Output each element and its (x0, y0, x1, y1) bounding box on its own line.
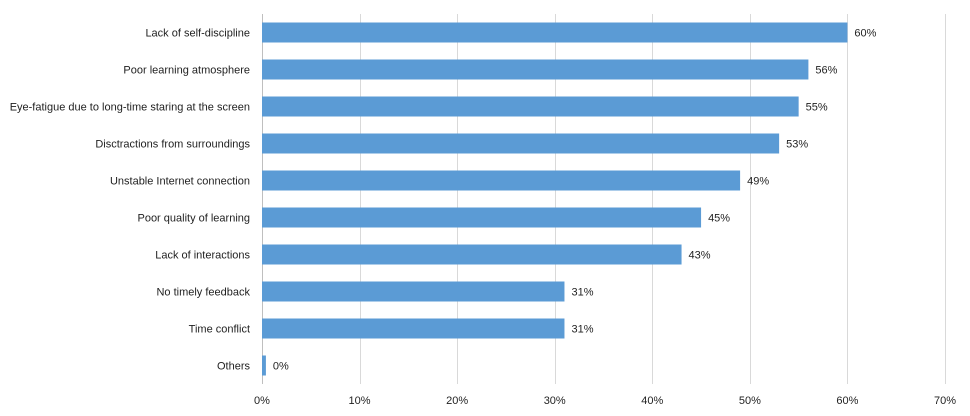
data-label: 31% (571, 287, 593, 299)
x-axis-ticks: 0% 10% 20% 30% 40% 50% 60% 70% (254, 395, 956, 407)
bar (262, 133, 780, 154)
category-label: Disctractions from surroundings (95, 139, 250, 151)
category-label: Time conflict (189, 324, 250, 336)
bar (262, 22, 848, 43)
bar (262, 96, 799, 117)
data-label: 43% (689, 250, 711, 262)
data-label: 45% (708, 213, 730, 225)
data-label: 55% (806, 102, 828, 114)
bar (262, 318, 565, 339)
bar (262, 281, 565, 302)
category-label: Lack of interactions (155, 250, 250, 262)
category-label: Others (217, 361, 251, 373)
category-label: Lack of self-discipline (145, 28, 250, 40)
data-label: 49% (747, 176, 769, 188)
bar (262, 244, 682, 265)
x-tick-label: 50% (739, 395, 761, 407)
category-labels: Lack of self-discipline Poor learning atm… (10, 28, 251, 373)
bar (262, 170, 741, 191)
data-label: 60% (854, 28, 876, 40)
x-tick-label: 70% (934, 395, 956, 407)
x-tick-label: 40% (641, 395, 663, 407)
bar (262, 355, 266, 376)
bars (262, 22, 848, 376)
category-label: Poor quality of learning (137, 213, 250, 225)
category-label: Poor learning atmosphere (123, 65, 250, 77)
category-label: Eye-fatigue due to long-time staring at … (10, 102, 250, 114)
x-tick-label: 10% (349, 395, 371, 407)
data-label: 53% (786, 139, 808, 151)
bar (262, 207, 702, 228)
x-tick-label: 60% (836, 395, 858, 407)
x-tick-label: 0% (254, 395, 270, 407)
x-tick-label: 30% (544, 395, 566, 407)
data-label: 0% (273, 361, 289, 373)
x-tick-label: 20% (446, 395, 468, 407)
category-label: Unstable Internet connection (110, 176, 250, 188)
data-label: 56% (815, 65, 837, 77)
category-label: No timely feedback (156, 287, 250, 299)
bar (262, 59, 809, 80)
value-labels: 60% 56% 55% 53% 49% 45% 43% 31% 31% 0% (273, 28, 877, 373)
data-label: 31% (571, 324, 593, 336)
